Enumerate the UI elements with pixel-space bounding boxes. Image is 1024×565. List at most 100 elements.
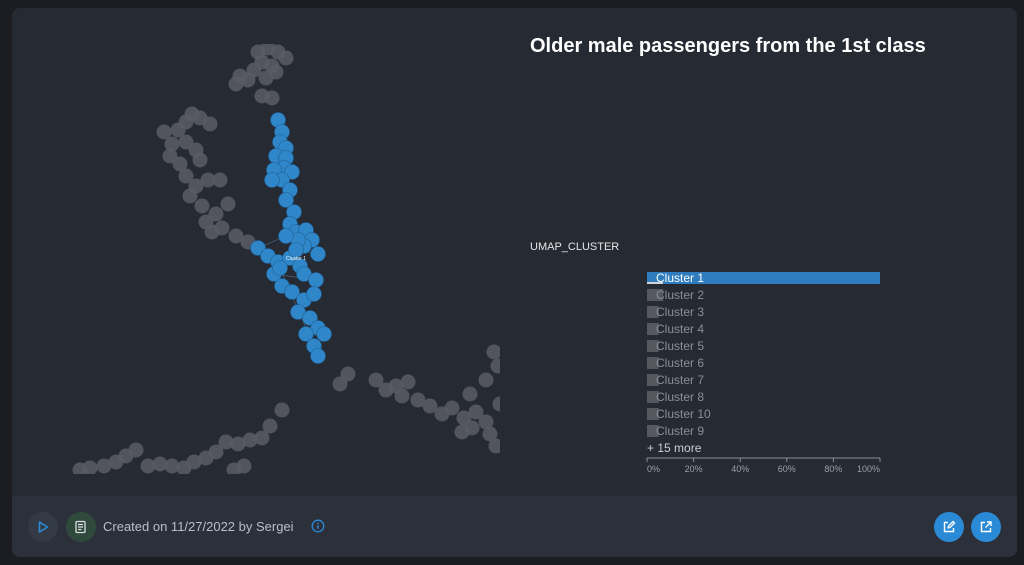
bar-label: Cluster 7 xyxy=(656,373,704,387)
cluster-node[interactable] xyxy=(310,246,326,262)
graph-node[interactable] xyxy=(228,228,244,244)
bar-label: Cluster 9 xyxy=(656,424,704,438)
cluster-node[interactable] xyxy=(284,284,300,300)
graph-node[interactable] xyxy=(212,172,228,188)
graph-node[interactable] xyxy=(164,458,180,474)
graph-node[interactable] xyxy=(468,404,484,420)
graph-node[interactable] xyxy=(208,206,224,222)
bar-label: Cluster 2 xyxy=(656,288,704,302)
graph-node[interactable] xyxy=(200,172,216,188)
graph-node[interactable] xyxy=(178,168,194,184)
graph-node[interactable] xyxy=(340,366,356,382)
edit-icon xyxy=(943,520,956,533)
cluster-node[interactable] xyxy=(310,348,326,364)
graph-node[interactable] xyxy=(482,426,498,442)
x-tick-label: 20% xyxy=(685,464,703,474)
cluster-node[interactable] xyxy=(288,242,304,258)
graph-node[interactable] xyxy=(164,136,180,152)
graph-node[interactable] xyxy=(72,462,88,475)
graph-node[interactable] xyxy=(410,392,426,408)
graph-node[interactable] xyxy=(444,400,460,416)
graph-node[interactable] xyxy=(262,418,278,434)
open-external-button[interactable] xyxy=(971,512,1001,542)
bar-cluster-1[interactable] xyxy=(647,272,880,284)
play-button[interactable] xyxy=(28,512,58,542)
graph-node[interactable] xyxy=(194,198,210,214)
graph-node[interactable] xyxy=(278,50,294,66)
graph-node[interactable] xyxy=(226,462,242,475)
chart-axis-caption: UMAP_CLUSTER xyxy=(530,241,620,253)
graph-node[interactable] xyxy=(172,156,188,172)
graph-node[interactable] xyxy=(140,458,156,474)
more-categories-label[interactable]: + 15 more xyxy=(647,441,702,455)
graph-node[interactable] xyxy=(178,134,194,150)
graph-node[interactable] xyxy=(490,358,501,374)
graph-node[interactable] xyxy=(198,450,214,466)
cluster-node[interactable] xyxy=(278,228,294,244)
graph-node[interactable] xyxy=(454,424,470,440)
graph-node[interactable] xyxy=(332,376,348,392)
insight-card: Cluster 1 Older male passengers from the… xyxy=(12,8,1017,557)
graph-node[interactable] xyxy=(422,398,438,414)
cluster-node[interactable] xyxy=(306,286,322,302)
umap-graph[interactable]: Cluster 1 xyxy=(70,44,500,474)
graph-node[interactable] xyxy=(242,432,258,448)
graph-node[interactable] xyxy=(230,436,246,452)
graph-node[interactable] xyxy=(218,434,234,450)
cluster-node[interactable] xyxy=(272,260,288,276)
cluster-node[interactable] xyxy=(316,326,332,342)
graph-node[interactable] xyxy=(456,410,472,426)
bar-cluster-3[interactable] xyxy=(647,306,659,318)
graph-node[interactable] xyxy=(400,374,416,390)
story-button[interactable] xyxy=(66,512,96,542)
graph-node[interactable] xyxy=(96,458,112,474)
x-tick-label: 80% xyxy=(824,464,842,474)
bar-cluster-8[interactable] xyxy=(647,391,659,403)
graph-node[interactable] xyxy=(462,386,478,402)
graph-node[interactable] xyxy=(478,372,494,388)
graph-node[interactable] xyxy=(152,456,168,472)
bar-cluster-5[interactable] xyxy=(647,340,659,352)
bar-label: Cluster 3 xyxy=(656,305,704,319)
graph-node[interactable] xyxy=(176,460,192,475)
info-icon[interactable] xyxy=(311,519,325,533)
bar-selection-marker xyxy=(647,282,663,284)
bar-label: Cluster 5 xyxy=(656,339,704,353)
x-tick-label: 60% xyxy=(778,464,796,474)
graph-node[interactable] xyxy=(170,122,186,138)
bar-cluster-9[interactable] xyxy=(647,425,659,437)
edit-button[interactable] xyxy=(934,512,964,542)
cluster-bar-chart: Cluster 1 Cluster 2 Cluster 3 Cluster 4 Clus… xyxy=(646,271,881,474)
graph-node[interactable] xyxy=(368,372,384,388)
graph-node[interactable] xyxy=(108,454,124,470)
bar-cluster-7[interactable] xyxy=(647,374,659,386)
graph-node[interactable] xyxy=(162,148,178,164)
graph-node[interactable] xyxy=(268,64,284,80)
graph-node[interactable] xyxy=(492,396,501,412)
graph-node[interactable] xyxy=(274,402,290,418)
graph-node[interactable] xyxy=(156,124,172,140)
bar-cluster-6[interactable] xyxy=(647,357,659,369)
cluster-node[interactable] xyxy=(264,172,280,188)
cluster-node[interactable] xyxy=(278,192,294,208)
umap-graph-panel[interactable]: Cluster 1 xyxy=(70,44,500,474)
bar-label: Cluster 4 xyxy=(656,322,704,336)
graph-node[interactable] xyxy=(228,76,244,92)
bar-cluster-4[interactable] xyxy=(647,323,659,335)
graph-node[interactable] xyxy=(264,90,280,106)
graph-node[interactable] xyxy=(254,430,270,446)
graph-node[interactable] xyxy=(220,196,236,212)
graph-node[interactable] xyxy=(394,388,410,404)
graph-node[interactable] xyxy=(192,152,208,168)
graph-node[interactable] xyxy=(478,414,494,430)
graph-node[interactable] xyxy=(240,72,256,88)
graph-node[interactable] xyxy=(182,188,198,204)
cluster-node[interactable] xyxy=(298,326,314,342)
bar-cluster-2[interactable] xyxy=(647,289,664,301)
graph-node[interactable] xyxy=(486,344,501,360)
graph-node[interactable] xyxy=(204,224,220,240)
graph-node[interactable] xyxy=(488,438,501,454)
play-icon xyxy=(38,521,49,533)
bar-cluster-10[interactable] xyxy=(647,408,659,420)
graph-node[interactable] xyxy=(202,116,218,132)
